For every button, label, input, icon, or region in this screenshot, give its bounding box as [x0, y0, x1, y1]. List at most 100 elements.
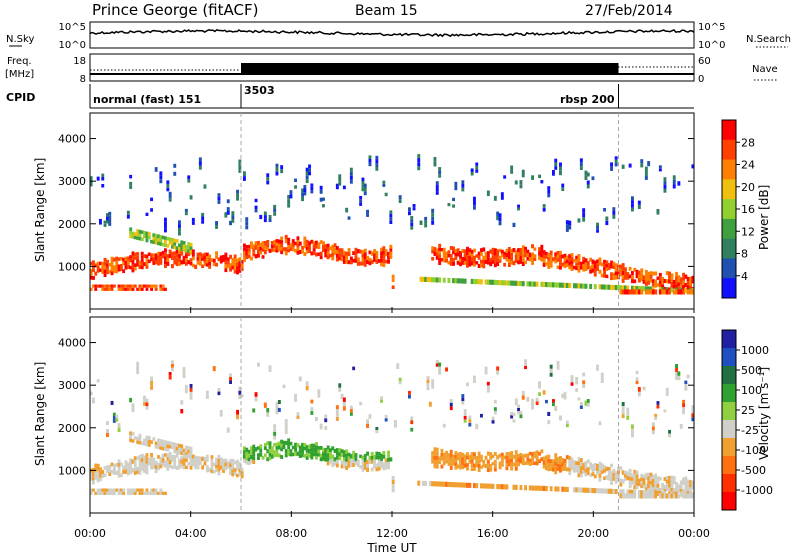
scatter-cell — [619, 466, 623, 471]
scatter-cell — [656, 480, 660, 484]
scatter-cell — [677, 493, 681, 499]
scatter-cell — [308, 448, 311, 454]
scatter-cell — [215, 461, 218, 465]
scatter-cell — [184, 445, 188, 450]
scatter-cell — [284, 422, 288, 427]
scatter-cell — [108, 491, 112, 495]
scatter-cell — [384, 458, 388, 463]
scatter-cell — [640, 277, 644, 282]
scatter-cell — [408, 394, 411, 399]
scatter-cell — [284, 440, 288, 445]
xtick-label: 04:00 — [175, 527, 207, 540]
scatter-cell — [521, 390, 525, 396]
scatter-cell — [647, 472, 651, 477]
scatter-cell — [145, 435, 149, 440]
scatter-cell — [380, 461, 383, 465]
scatter-cell — [329, 246, 332, 251]
scatter-cell — [468, 251, 472, 256]
scatter-cell — [184, 458, 188, 462]
scatter-cell — [359, 199, 363, 203]
scatter-cell — [164, 260, 167, 265]
scatter-cell — [171, 445, 174, 450]
scatter-cell — [373, 455, 376, 460]
scatter-cell — [245, 248, 249, 253]
scatter-cell — [143, 491, 146, 495]
scatter-cell — [538, 451, 541, 456]
scatter-cell — [194, 264, 198, 269]
scatter-cell — [326, 247, 330, 252]
scatter-cell — [277, 445, 281, 450]
scatter-cell — [89, 488, 93, 492]
scatter-cell — [528, 257, 532, 262]
scatter-cell — [136, 236, 140, 240]
scatter-cell — [301, 249, 304, 254]
scatter-cell — [540, 249, 544, 254]
scatter-cell — [554, 461, 558, 466]
scatter-cell — [338, 383, 342, 388]
scatter-cell — [456, 482, 460, 488]
scatter-cell — [363, 465, 367, 470]
scatter-cell — [658, 276, 662, 281]
scatter-cell — [519, 410, 523, 415]
scatter-cell — [486, 385, 490, 389]
scatter-cell — [184, 261, 188, 266]
scatter-cell — [428, 277, 432, 283]
scatter-cell — [189, 446, 193, 451]
scatter-cell — [101, 287, 105, 291]
scatter-cell — [449, 402, 453, 407]
scatter-cell — [115, 260, 119, 265]
scatter-cell — [561, 393, 565, 398]
scatter-cell — [168, 441, 172, 446]
scatter-cell — [115, 256, 119, 261]
scatter-cell — [387, 255, 390, 260]
scatter-cell — [621, 164, 625, 169]
scatter-cell — [621, 402, 625, 406]
scatter-cell — [463, 249, 467, 254]
scatter-cell — [528, 485, 532, 491]
scatter-cell — [342, 461, 346, 465]
scatter-cell — [665, 479, 669, 484]
scatter-cell — [101, 184, 105, 188]
scatter-cell — [349, 462, 353, 467]
scatter-cell — [661, 493, 665, 499]
scatter-cell — [92, 397, 95, 401]
scatter-cell — [173, 163, 177, 168]
scatter-cell — [545, 466, 548, 471]
scatter-cell — [287, 194, 291, 200]
scatter-cell — [119, 284, 123, 288]
scatter-cell — [486, 483, 490, 489]
scatter-cell — [152, 488, 156, 492]
scatter-cell — [663, 286, 667, 291]
scatter-cell — [435, 248, 439, 253]
scatter-cell — [470, 253, 474, 258]
scatter-cell — [247, 244, 251, 249]
scatter-cell — [489, 467, 493, 472]
scatter-cell — [586, 180, 590, 185]
scatter-cell — [531, 456, 534, 461]
scatter-cell — [164, 243, 167, 247]
scatter-cell — [266, 243, 270, 248]
scatter-cell — [447, 453, 451, 458]
scatter-cell — [359, 196, 363, 200]
scatter-cell — [315, 456, 318, 460]
scatter-cell — [92, 268, 95, 273]
scatter-cell — [445, 481, 448, 487]
scatter-cell — [354, 255, 358, 260]
scatter-cell — [649, 286, 653, 292]
scatter-cell — [389, 255, 393, 259]
scatter-cell — [103, 273, 107, 277]
scatter-cell — [614, 479, 618, 484]
scatter-cell — [233, 269, 237, 274]
scatter-cell — [517, 204, 520, 208]
scatter-cell — [547, 467, 551, 472]
scatter-cell — [519, 180, 523, 185]
scatter-cell — [305, 452, 309, 457]
scatter-cell — [661, 482, 665, 487]
scatter-cell — [563, 260, 567, 265]
scatter-cell — [607, 470, 611, 474]
scatter-cell — [658, 284, 662, 288]
scatter-cell — [651, 271, 655, 276]
scatter-cell — [370, 452, 374, 456]
scatter-cell — [598, 257, 602, 262]
